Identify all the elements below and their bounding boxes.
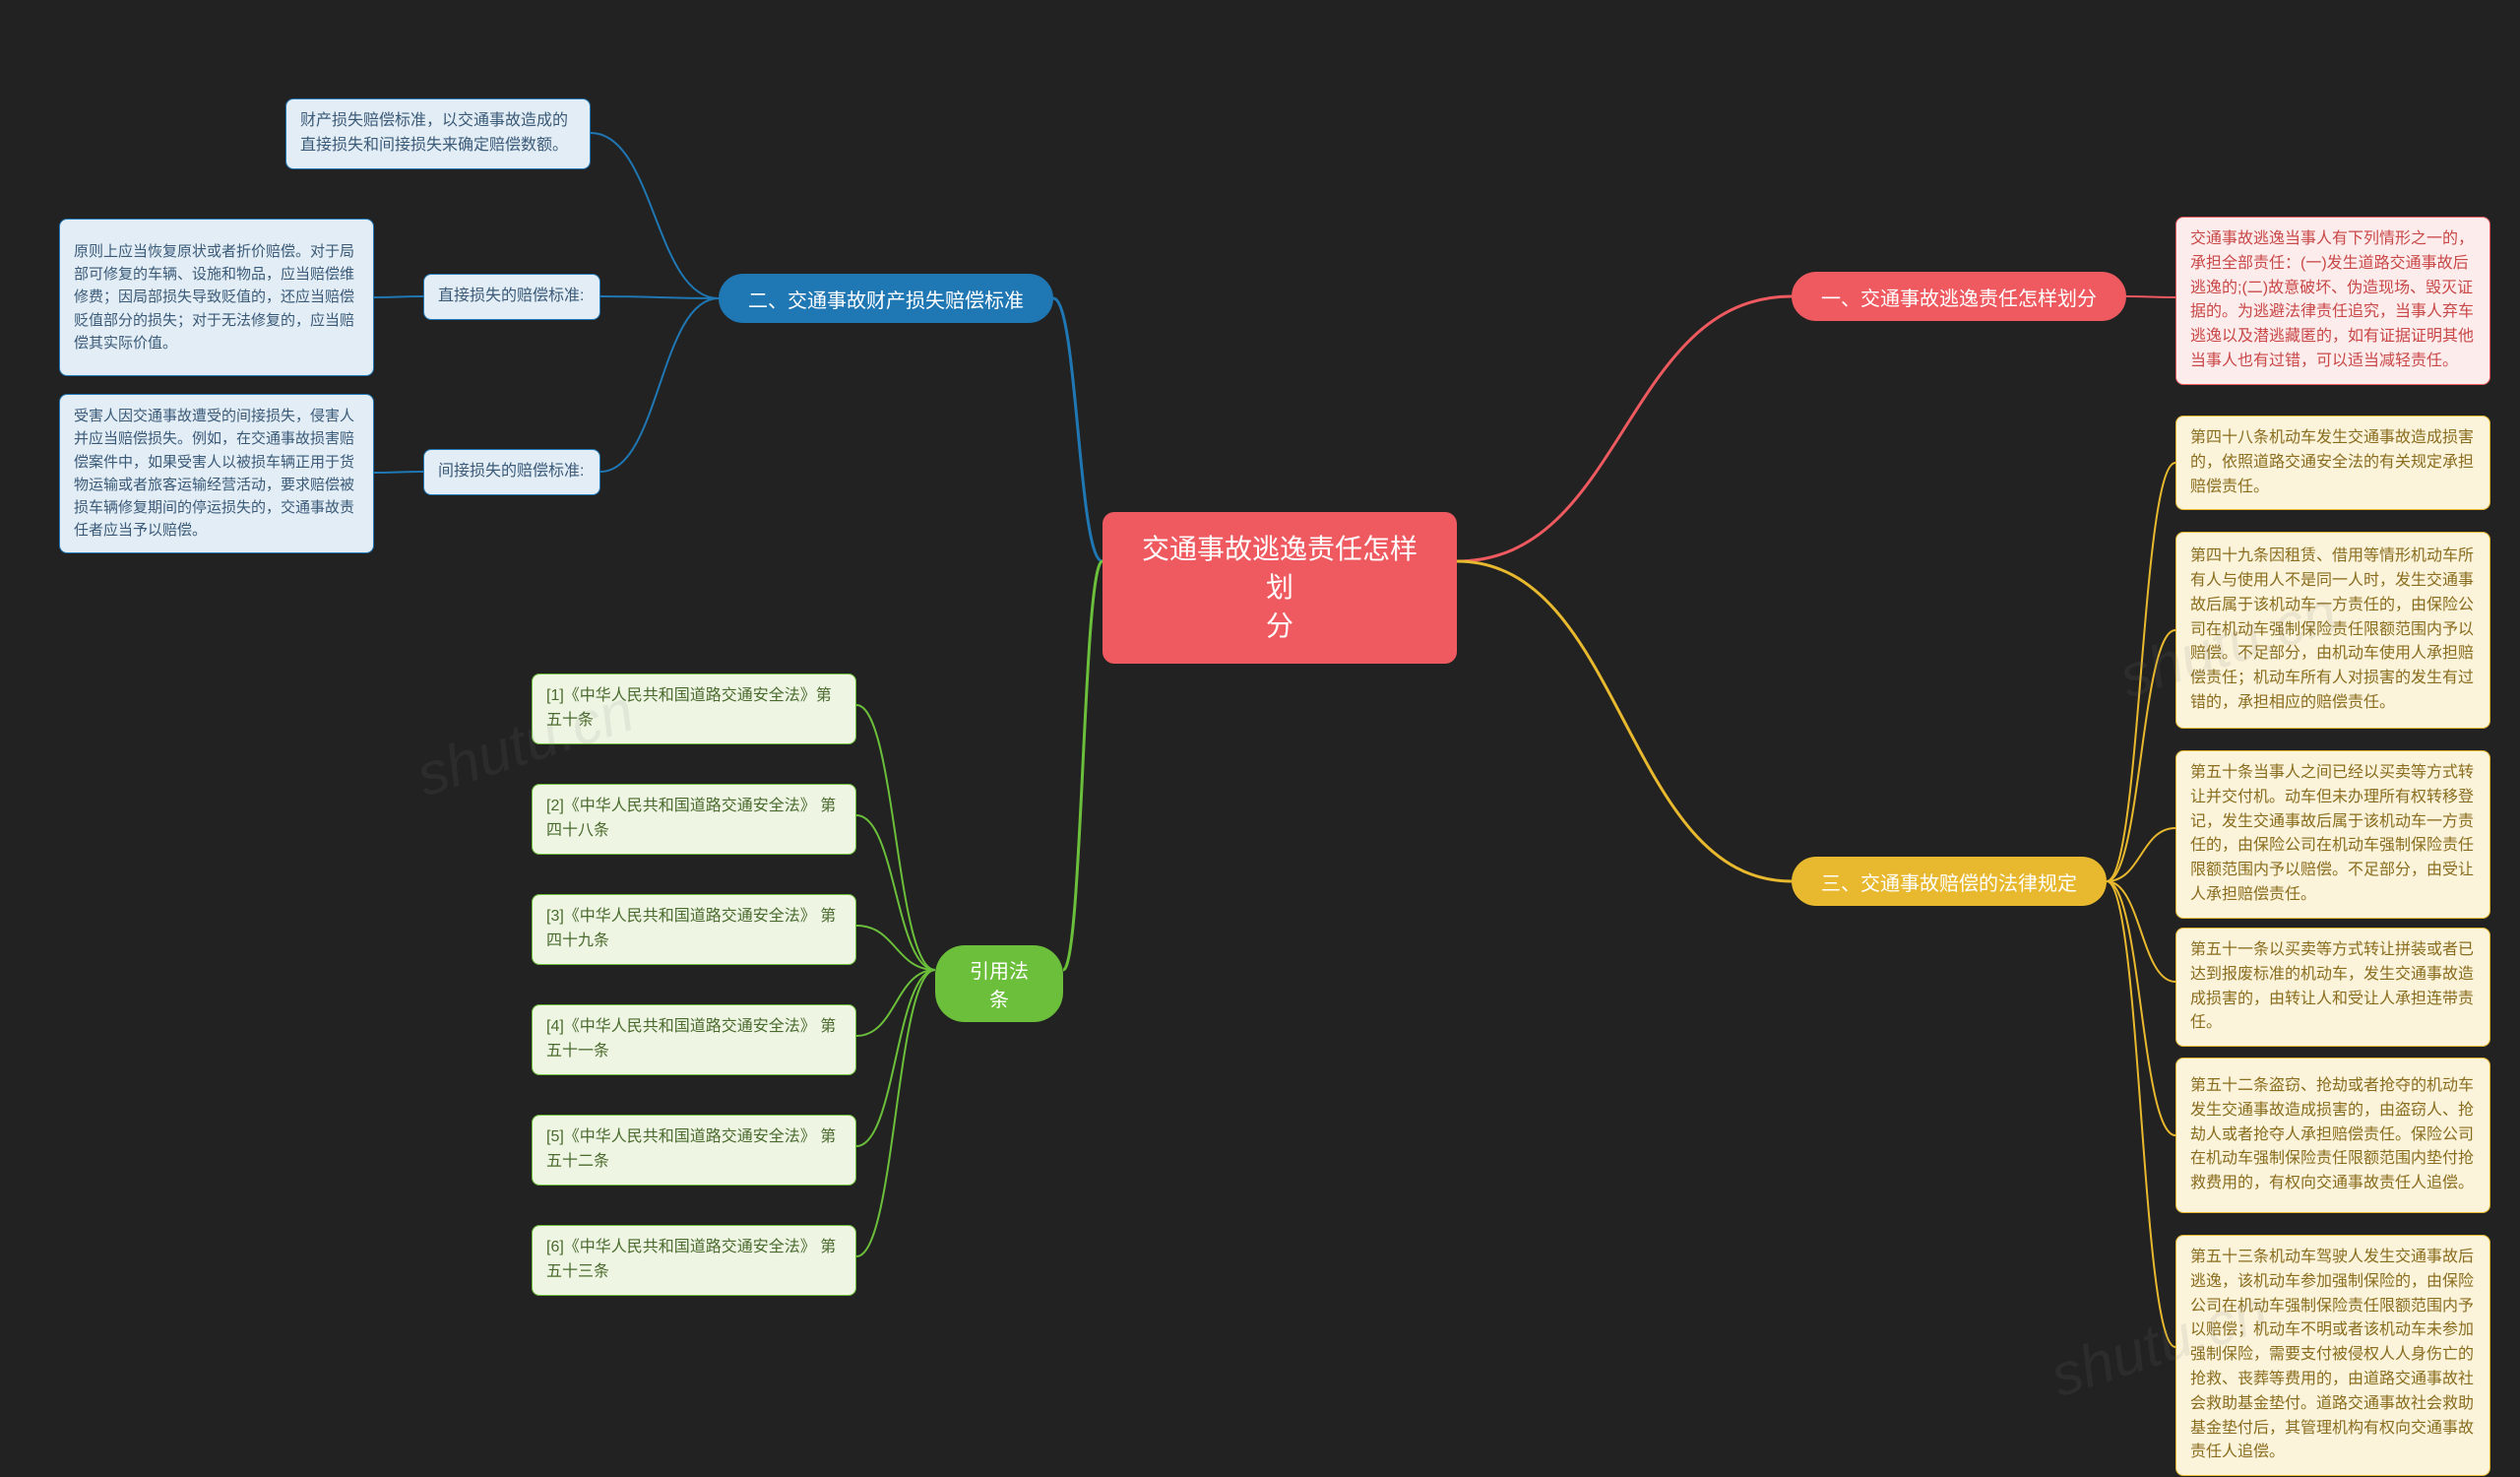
branch-node: 二、交通事故财产损失赔偿标准	[719, 274, 1053, 323]
branch-node: 三、交通事故赔偿的法律规定	[1792, 857, 2107, 906]
leaf-node: 第五十二条盗窃、抢劫或者抢夺的机动车发生交通事故造成损害的，由盗窃人、抢劫人或者…	[2175, 1058, 2490, 1213]
leaf sub-node: 原则上应当恢复原状或者折价赔偿。对于局部可修复的车辆、设施和物品，应当赔偿维修费…	[59, 219, 374, 376]
root-node: 交通事故逃逸责任怎样划 分	[1102, 512, 1457, 664]
leaf-node: [6]《中华人民共和国道路交通安全法》 第五十三条	[532, 1225, 856, 1296]
edge-layer	[0, 0, 2520, 1477]
leaf-node: 第五十一条以买卖等方式转让拼装或者已达到报废标准的机动车，发生交通事故造成损害的…	[2175, 928, 2490, 1047]
leaf-node: 第四十九条因租赁、借用等情形机动车所有人与使用人不是同一人时，发生交通事故后属于…	[2175, 532, 2490, 729]
leaf-node: 交通事故逃逸当事人有下列情形之一的，承担全部责任：(一)发生道路交通事故后逃逸的…	[2175, 217, 2490, 385]
leaf-node: [4]《中华人民共和国道路交通安全法》 第五十一条	[532, 1004, 856, 1075]
leaf-node: 间接损失的赔偿标准:	[423, 449, 600, 495]
leaf-node: 第五十条当事人之间已经以买卖等方式转让并交付机。动车但未办理所有权转移登记，发生…	[2175, 750, 2490, 919]
leaf-node: [2]《中华人民共和国道路交通安全法》 第四十八条	[532, 784, 856, 855]
leaf-node: [1]《中华人民共和国道路交通安全法》第五十条	[532, 674, 856, 744]
leaf sub-node: 受害人因交通事故遭受的间接损失，侵害人并应当赔偿损失。例如，在交通事故损害赔偿案…	[59, 394, 374, 553]
branch-node: 引用法条	[935, 945, 1063, 1022]
leaf-node: 直接损失的赔偿标准:	[423, 274, 600, 320]
leaf-node: 第四十八条机动车发生交通事故造成损害的，依照道路交通安全法的有关规定承担赔偿责任…	[2175, 416, 2490, 510]
leaf-node: [3]《中华人民共和国道路交通安全法》 第四十九条	[532, 894, 856, 965]
branch-node: 一、交通事故逃逸责任怎样划分	[1792, 272, 2126, 321]
leaf-node: 第五十三条机动车驾驶人发生交通事故后逃逸，该机动车参加强制保险的，由保险公司在机…	[2175, 1235, 2490, 1476]
leaf-node: [5]《中华人民共和国道路交通安全法》 第五十二条	[532, 1115, 856, 1186]
leaf-node: 财产损失赔偿标准，以交通事故造成的直接损失和间接损失来确定赔偿数额。	[285, 98, 591, 169]
